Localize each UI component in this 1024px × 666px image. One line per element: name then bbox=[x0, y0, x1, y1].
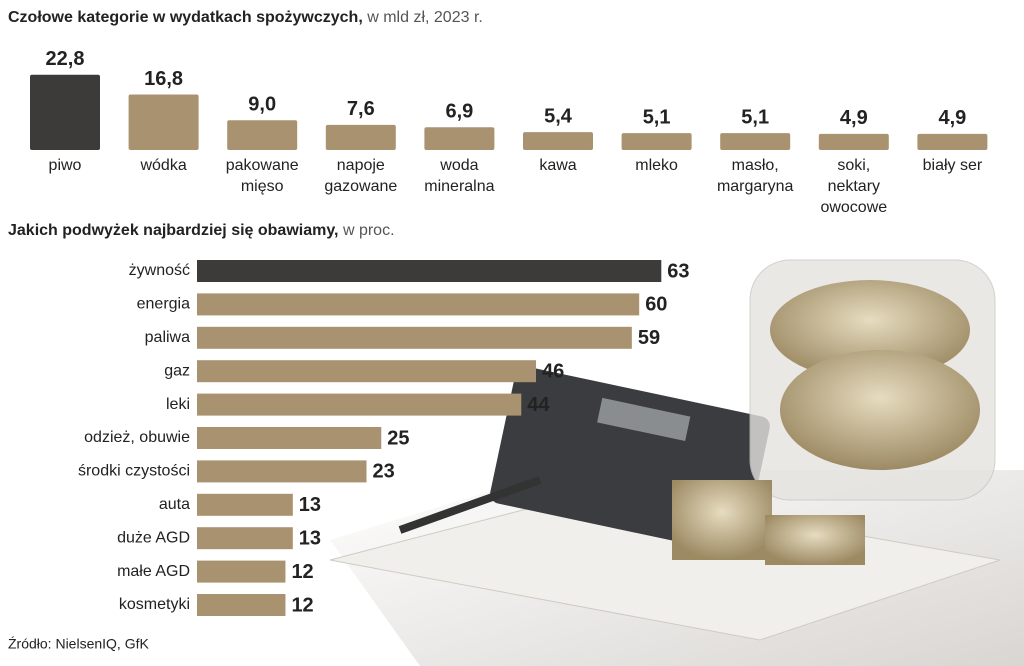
value-label: 5,1 bbox=[741, 106, 769, 128]
category-label: piwo bbox=[49, 157, 82, 174]
value-label: 12 bbox=[291, 561, 313, 583]
bar bbox=[128, 94, 199, 150]
bar bbox=[197, 493, 293, 516]
value-label: 5,1 bbox=[643, 106, 671, 128]
value-label: 44 bbox=[527, 394, 550, 416]
bar bbox=[197, 326, 632, 349]
bar bbox=[424, 127, 495, 150]
bar bbox=[621, 133, 692, 150]
chart-title: Jakich podwyżek najbardziej się obawiamy… bbox=[8, 222, 395, 239]
value-label: 7,6 bbox=[347, 98, 375, 120]
category-label: auta bbox=[159, 496, 190, 513]
value-label: 63 bbox=[667, 260, 689, 282]
category-label: woda mineralna bbox=[424, 157, 494, 195]
category-label: kosmetyki bbox=[119, 596, 190, 613]
value-label: 9,0 bbox=[248, 94, 276, 116]
bar bbox=[197, 393, 522, 416]
value-label: 46 bbox=[542, 360, 564, 382]
value-label: 60 bbox=[645, 294, 667, 316]
category-label: soki, nektary owocowe bbox=[820, 157, 887, 216]
value-label: 25 bbox=[387, 427, 409, 449]
bar bbox=[197, 560, 286, 583]
bar bbox=[197, 427, 382, 449]
value-label: 4,9 bbox=[938, 107, 966, 129]
category-label: masło, margaryna bbox=[717, 157, 794, 195]
category-label: energia bbox=[137, 296, 190, 313]
category-label: żywność bbox=[129, 262, 190, 279]
category-label: duże AGD bbox=[117, 529, 190, 546]
category-label: leki bbox=[166, 396, 190, 413]
value-label: 16,8 bbox=[144, 68, 183, 90]
category-label: napoje gazowane bbox=[324, 157, 397, 195]
bar bbox=[917, 133, 988, 150]
title: Jakich podwyżek najbardziej się obawiamy… bbox=[8, 222, 339, 239]
bar bbox=[227, 120, 298, 150]
value-label: 13 bbox=[299, 527, 321, 549]
bar bbox=[197, 260, 662, 282]
bar bbox=[30, 74, 100, 150]
bar bbox=[197, 460, 367, 483]
category-label: biały ser bbox=[923, 157, 983, 174]
value-label: 23 bbox=[373, 461, 395, 483]
bar bbox=[197, 527, 293, 550]
bar bbox=[197, 293, 640, 316]
source: Źródło: NielsenIQ, GfK bbox=[8, 636, 149, 652]
bar bbox=[197, 360, 537, 383]
bar bbox=[197, 594, 286, 616]
value-label: 4,9 bbox=[840, 107, 868, 129]
category-label: mleko bbox=[635, 157, 678, 174]
bar bbox=[325, 124, 396, 150]
category-label: małe AGD bbox=[117, 563, 190, 580]
value-label: 12 bbox=[291, 594, 313, 616]
value-label: 13 bbox=[299, 494, 321, 516]
category-label: gaz bbox=[164, 362, 190, 379]
value-label: 5,4 bbox=[544, 105, 573, 127]
value-label: 6,9 bbox=[445, 101, 473, 123]
value-label: 22,8 bbox=[46, 48, 85, 70]
bar bbox=[523, 132, 593, 150]
value-label: 59 bbox=[638, 327, 660, 349]
chart-title: Czołowe kategorie w wydatkach spożywczyc… bbox=[8, 9, 483, 26]
category-label: wódka bbox=[139, 157, 186, 174]
category-label: pakowane mięso bbox=[226, 157, 299, 195]
category-label: odzież, obuwie bbox=[84, 429, 190, 446]
title: Czołowe kategorie w wydatkach spożywczyc… bbox=[8, 9, 363, 26]
photo-background bbox=[329, 259, 1024, 666]
subtitle: w proc. bbox=[339, 222, 395, 239]
subtitle: w mld zł, 2023 r. bbox=[363, 9, 483, 26]
bar bbox=[818, 133, 889, 150]
category-label: paliwa bbox=[145, 329, 190, 346]
category-label: środki czystości bbox=[78, 463, 190, 480]
bar bbox=[720, 133, 791, 150]
category-label: kawa bbox=[539, 157, 576, 174]
